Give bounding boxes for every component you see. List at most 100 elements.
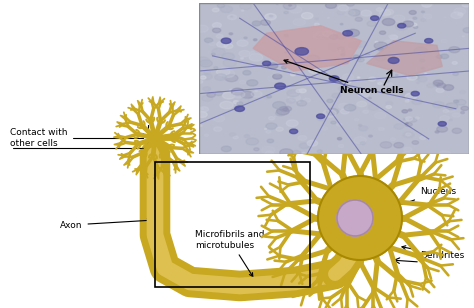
Circle shape (378, 128, 384, 131)
Circle shape (460, 91, 465, 94)
Circle shape (425, 38, 433, 43)
Circle shape (209, 42, 215, 46)
Circle shape (200, 60, 212, 67)
Circle shape (229, 133, 236, 136)
Circle shape (204, 38, 213, 43)
Circle shape (285, 52, 286, 53)
Circle shape (340, 109, 349, 114)
Circle shape (437, 55, 442, 58)
Circle shape (388, 57, 399, 63)
Circle shape (303, 67, 307, 69)
Circle shape (299, 89, 306, 93)
Circle shape (374, 112, 386, 119)
Circle shape (347, 2, 354, 6)
Circle shape (346, 80, 351, 83)
Circle shape (421, 11, 425, 13)
Circle shape (289, 5, 292, 6)
Circle shape (349, 42, 361, 49)
Circle shape (336, 33, 346, 39)
Circle shape (441, 39, 447, 43)
Circle shape (440, 54, 448, 59)
Circle shape (436, 88, 444, 92)
Circle shape (375, 55, 386, 61)
Circle shape (265, 14, 276, 20)
Circle shape (237, 102, 243, 105)
Circle shape (267, 95, 272, 98)
Circle shape (302, 152, 305, 154)
Circle shape (255, 90, 257, 92)
Circle shape (232, 91, 245, 98)
Circle shape (435, 131, 439, 133)
Circle shape (367, 21, 376, 26)
Circle shape (421, 18, 426, 21)
Circle shape (201, 74, 212, 80)
Circle shape (290, 129, 298, 134)
Circle shape (220, 6, 233, 13)
Circle shape (317, 116, 325, 121)
Circle shape (215, 91, 223, 95)
Circle shape (402, 110, 408, 113)
Circle shape (406, 123, 408, 124)
Circle shape (338, 103, 349, 109)
Circle shape (223, 59, 237, 67)
Circle shape (260, 20, 270, 25)
Circle shape (228, 14, 237, 20)
Circle shape (237, 40, 248, 46)
Circle shape (363, 110, 369, 113)
Circle shape (214, 116, 225, 122)
Circle shape (231, 88, 244, 95)
Circle shape (412, 141, 419, 144)
Circle shape (383, 18, 395, 26)
Circle shape (403, 132, 414, 138)
Circle shape (425, 73, 427, 74)
Circle shape (326, 108, 338, 115)
Circle shape (274, 116, 276, 117)
Circle shape (420, 59, 425, 62)
Circle shape (338, 5, 348, 11)
Circle shape (386, 83, 392, 86)
Circle shape (422, 2, 432, 7)
Circle shape (414, 47, 428, 55)
Circle shape (359, 58, 361, 59)
Circle shape (280, 149, 293, 156)
Circle shape (275, 83, 285, 89)
Circle shape (413, 26, 418, 28)
Circle shape (222, 53, 235, 60)
Circle shape (398, 89, 403, 92)
Circle shape (200, 76, 206, 79)
Circle shape (331, 121, 336, 124)
Circle shape (277, 108, 289, 115)
Circle shape (440, 116, 450, 121)
Circle shape (229, 33, 233, 35)
Circle shape (411, 75, 419, 79)
Circle shape (267, 139, 273, 143)
Circle shape (461, 106, 468, 111)
Circle shape (197, 111, 207, 117)
Circle shape (269, 15, 273, 17)
Circle shape (380, 31, 386, 34)
Circle shape (313, 64, 315, 65)
Circle shape (287, 98, 295, 103)
Circle shape (240, 3, 251, 10)
Circle shape (338, 144, 344, 148)
Circle shape (283, 106, 292, 111)
Circle shape (311, 45, 316, 48)
Circle shape (412, 99, 422, 104)
Circle shape (201, 108, 203, 109)
Circle shape (461, 111, 465, 114)
Circle shape (383, 40, 396, 47)
Circle shape (380, 10, 391, 16)
Circle shape (198, 81, 203, 83)
Circle shape (456, 99, 466, 105)
Circle shape (298, 53, 305, 57)
Circle shape (273, 102, 285, 109)
Circle shape (405, 122, 412, 127)
Circle shape (200, 107, 209, 112)
Circle shape (203, 87, 210, 91)
Circle shape (337, 10, 345, 15)
Circle shape (303, 98, 310, 102)
Circle shape (446, 107, 456, 112)
Circle shape (413, 17, 417, 19)
Circle shape (348, 48, 351, 50)
Circle shape (439, 151, 450, 157)
